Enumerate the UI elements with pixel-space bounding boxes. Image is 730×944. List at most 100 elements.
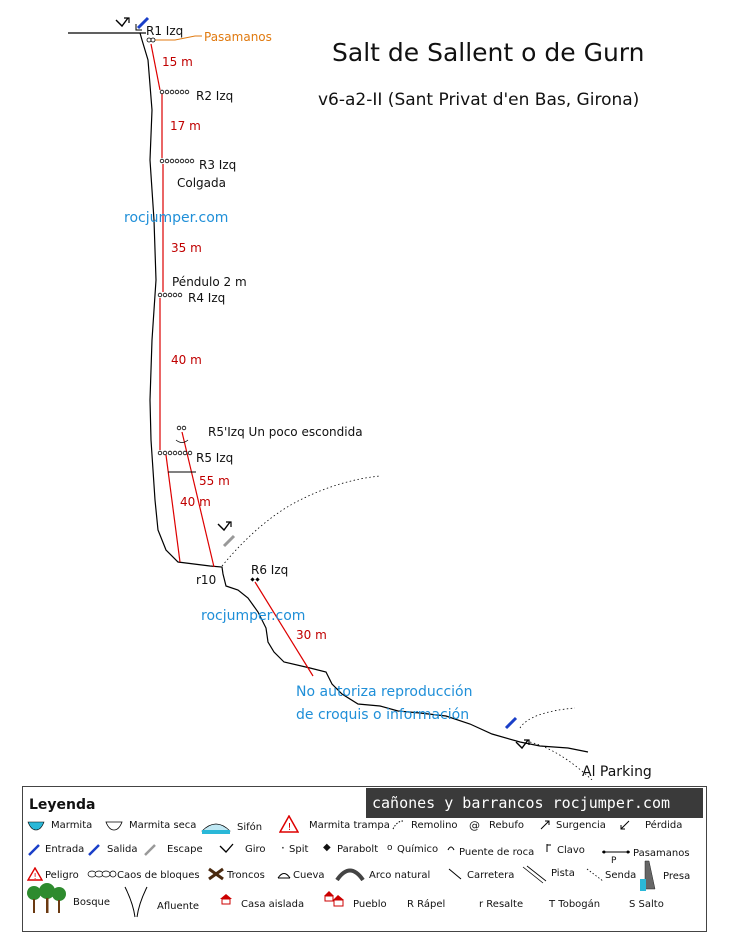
pueblo-icon [324, 891, 344, 907]
legend-sifon: Sifón [237, 822, 263, 833]
casa-aislada-icon [220, 894, 232, 905]
legend-troncos: Troncos [227, 870, 265, 881]
notice-line-2: de croquis o información [296, 707, 470, 723]
anchor-r5 [157, 450, 193, 456]
legend-marmita: Marmita [51, 820, 93, 831]
remolino-icon [392, 820, 404, 830]
distance-5b: 40 m [180, 495, 211, 509]
distance-1: 15 m [162, 55, 193, 69]
legend-resalte: r Resalte [479, 899, 524, 910]
senda-icon [586, 868, 604, 882]
distance-6: 30 m [296, 628, 327, 642]
giro-icon-escape [217, 521, 232, 532]
rappel-line-6 [254, 581, 314, 677]
cueva-icon [277, 873, 291, 879]
escape-legend-icon [144, 844, 156, 856]
legend-arco: Arco natural [369, 870, 431, 881]
pasamanos-legend-icon [602, 850, 630, 854]
surgencia-icon [540, 820, 550, 830]
pasamanos-p-mark: P [611, 856, 617, 866]
distance-2: 17 m [170, 119, 201, 133]
legend-escape: Escape [167, 844, 203, 855]
legend-entrada: Entrada [45, 844, 85, 855]
carretera-icon [448, 868, 462, 880]
label-r5: R5 Izq [196, 451, 234, 465]
anchor-r5prime [176, 425, 187, 431]
escape-path [221, 475, 381, 567]
pista-icon [522, 865, 547, 884]
entrada-icon [135, 16, 150, 31]
quimico-icon: o [387, 843, 393, 853]
distance-5a: 55 m [199, 474, 230, 488]
afluente-icon [124, 886, 148, 918]
distance-4: 40 m [171, 353, 202, 367]
anchor-r6 [250, 577, 260, 582]
legend-brand: cañones y barrancos rocjumper.com [366, 788, 703, 818]
legend-quimico: Químico [397, 844, 439, 855]
bosque-icon [27, 883, 66, 913]
legend-casa: Casa aislada [241, 899, 305, 910]
label-pasamanos: Pasamanos [204, 30, 272, 44]
rappel-line-1 [150, 43, 161, 91]
canyon-wall-line [68, 32, 589, 753]
legend-pasamanos: Pasamanos [633, 848, 690, 859]
label-colgada: Colgada [177, 176, 226, 190]
escape-icon [222, 534, 236, 548]
canyon-profile [68, 16, 593, 780]
legend-giro: Giro [245, 844, 266, 855]
exit-path-lower [529, 741, 593, 780]
page-title: Salt de Sallent o de Gurn [332, 38, 645, 67]
legend-box: Leyenda cañones y barrancos rocjumper.co… [22, 786, 707, 932]
anchor-r2 [159, 89, 190, 95]
legend-surgencia: Surgencia [556, 820, 606, 831]
legend-rapel: R Rápel [407, 899, 446, 910]
legend-afluente: Afluente [157, 901, 200, 912]
legend-bosque: Bosque [73, 897, 111, 908]
presa-icon [640, 860, 656, 891]
pasamanos-line [152, 35, 202, 41]
label-r5-prime: R5'Izq Un poco escondida [208, 425, 363, 439]
rebufo-icon: @ [469, 819, 480, 832]
legend-carretera: Carretera [467, 870, 515, 881]
spit-icon: · [281, 841, 285, 855]
legend-title: Leyenda [29, 797, 96, 813]
notice-line-1: No autoriza reproducción [296, 684, 473, 700]
giro-icon-top [115, 17, 130, 28]
marmita-trampa-icon: ! [279, 815, 299, 833]
label-pendulo: Péndulo 2 m [172, 275, 247, 289]
sifon-icon [201, 823, 231, 834]
svg-text:!: ! [34, 872, 37, 881]
marmita-seca-icon [105, 821, 123, 831]
anchor-r4 [157, 292, 183, 298]
label-r1: R1 Izq [146, 24, 184, 38]
label-r10: r10 [196, 573, 217, 587]
legend-perdida: Pérdida [645, 820, 683, 831]
watermark-2: rocjumper.com [201, 608, 306, 624]
arco-natural-icon [335, 868, 365, 881]
legend-rebufo: Rebufo [489, 820, 524, 831]
marmita-icon [27, 821, 45, 831]
anchor-r3 [159, 158, 195, 164]
legend-pista: Pista [551, 868, 575, 879]
legend-senda: Senda [605, 870, 637, 881]
troncos-icon [208, 867, 224, 881]
puente-roca-icon [447, 846, 455, 851]
label-r3: R3 Izq [199, 158, 237, 172]
legend-salida: Salida [107, 844, 138, 855]
label-r2: R2 Izq [196, 89, 234, 103]
legend-parabolt: Parabolt [337, 844, 379, 855]
legend-spit: Spit [289, 844, 309, 855]
legend-tobogan: T Tobogán [549, 899, 601, 910]
anchor-r1 [146, 37, 156, 43]
perdida-icon [620, 820, 630, 830]
clavo-icon [546, 844, 551, 852]
legend-peligro: Peligro [45, 870, 79, 881]
giro-icon-exit [515, 739, 530, 750]
page-subtitle: v6-a2-II (Sant Privat d'en Bas, Girona) [318, 90, 640, 110]
entrada-legend-icon [28, 844, 40, 856]
legend-cueva: Cueva [293, 870, 325, 881]
legend-presa: Presa [663, 871, 691, 882]
legend-remolino: Remolino [411, 820, 458, 831]
legend-caos: Caos de bloques [117, 870, 200, 881]
label-r6: R6 Izq [251, 563, 289, 577]
